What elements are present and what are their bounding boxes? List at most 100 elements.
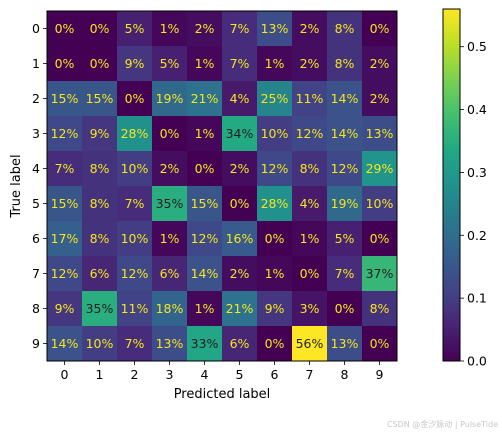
heatmap-cell [152,11,188,47]
heatmap-cell [152,46,188,82]
heatmap-cell [152,221,188,257]
heatmap-cell-label: 0% [300,266,320,281]
heatmap-cell-label: 2% [230,161,250,176]
heatmap-cell [152,186,188,222]
y-tick-label: 0 [32,21,40,36]
y-axis-ticks: 0 1 2 3 4 5 6 7 8 9 [32,21,47,351]
heatmap-cell [152,326,188,362]
heatmap-cell-label: 0% [370,336,390,351]
heatmap-cell-label: 2% [160,161,180,176]
heatmap-cell [327,256,363,292]
heatmap-cell-label: 35% [86,301,114,316]
y-tick-label: 8 [32,301,40,316]
heatmap-cell-label: 19% [156,91,184,106]
heatmap-cell-label: 21% [191,91,219,106]
heatmap-cell [47,11,83,47]
heatmap-cell [117,186,153,222]
heatmap-cell-label: 10% [86,336,114,351]
heatmap-cell-label: 8% [90,231,110,246]
heatmap-cell-label: 8% [90,161,110,176]
heatmap-cell-label: 12% [296,126,324,141]
heatmap-cell-label: 9% [265,301,285,316]
x-tick-label: 2 [131,367,139,382]
heatmap-cell-label: 0% [90,21,110,36]
heatmap-cell-label: 7% [125,196,145,211]
heatmap-cell [187,326,223,362]
heatmap-cell [187,151,223,187]
heatmap-cell [222,256,258,292]
heatmap-cell [362,151,398,187]
heatmap-cell [362,81,398,117]
heatmap-cell [222,116,258,152]
heatmap-cell [82,291,118,327]
heatmap-cell [362,46,398,82]
heatmap-cell [257,186,293,222]
heatmap-cell [117,256,153,292]
colorbar-tick-label: 0.3 [467,165,487,180]
x-tick-label: 7 [306,367,314,382]
heatmap-cell-label: 1% [160,231,180,246]
heatmap-cell-label: 15% [191,196,219,211]
heatmap-cell-label: 33% [191,336,219,351]
heatmap-cell-label: 14% [331,126,359,141]
heatmap-cell-label: 1% [160,21,180,36]
heatmap-cell-label: 2% [370,56,390,71]
heatmap-cell [327,326,363,362]
heatmap-cell [82,116,118,152]
heatmap-cell-label: 9% [125,56,145,71]
y-tick-label: 1 [32,56,40,71]
heatmap-cell-label: 56% [296,336,324,351]
heatmap-cell-label: 7% [125,336,145,351]
heatmap-cell [257,151,293,187]
heatmap-cell [152,291,188,327]
heatmap-cell [327,186,363,222]
heatmap-cell-label: 2% [370,91,390,106]
heatmap-cell [327,46,363,82]
heatmap-cell [257,116,293,152]
heatmap-cell-label: 0% [55,56,75,71]
heatmap-cell [187,291,223,327]
heatmap-cell [257,81,293,117]
heatmap-cell [47,221,83,257]
heatmap-cell-label: 21% [226,301,254,316]
heatmap-cell-label: 13% [366,126,394,141]
heatmap-cell-label: 11% [121,301,149,316]
heatmap-cell [152,151,188,187]
heatmap-cell [327,116,363,152]
heatmap-cell [222,291,258,327]
heatmap-cell [292,291,328,327]
heatmap-cell [222,46,258,82]
heatmap-cell [222,11,258,47]
heatmap-cell-label: 12% [331,161,359,176]
heatmap-cell [187,46,223,82]
heatmap-cell-label: 6% [90,266,110,281]
heatmap-cell [292,81,328,117]
y-axis-label: True label [9,154,24,218]
heatmap-cell [187,11,223,47]
x-tick-label: 4 [201,367,209,382]
heatmap-cell [117,291,153,327]
heatmap-cell-label: 0% [265,336,285,351]
heatmap-cell [82,186,118,222]
y-tick-label: 4 [32,161,40,176]
heatmap-cell-label: 14% [331,91,359,106]
heatmap-cell-label: 1% [195,56,215,71]
heatmap-cell [47,256,83,292]
y-tick-label: 7 [32,266,40,281]
heatmap-cell-label: 37% [366,266,394,281]
heatmap-cell [362,326,398,362]
heatmap-cell-label: 18% [156,301,184,316]
heatmap-cell-label: 1% [265,266,285,281]
heatmap-cell [47,81,83,117]
heatmap-cell [82,11,118,47]
heatmap-cell [82,326,118,362]
x-tick-label: 6 [271,367,279,382]
heatmap-cell [257,291,293,327]
heatmap-cell-label: 13% [261,21,289,36]
heatmap-cell-label: 34% [226,126,254,141]
heatmap-cell [292,116,328,152]
heatmap-cell-label: 3% [300,301,320,316]
x-axis-label: Predicted label [174,387,271,402]
heatmap-cell [362,116,398,152]
